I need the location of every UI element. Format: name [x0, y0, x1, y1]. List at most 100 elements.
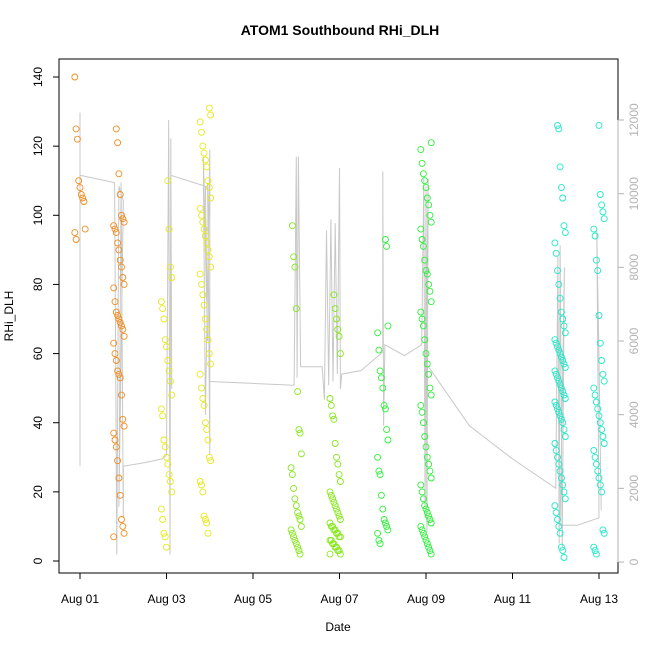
- data-point: [419, 242, 427, 250]
- data-point: [164, 460, 172, 468]
- data-point: [423, 194, 431, 202]
- data-point: [599, 526, 607, 534]
- data-point: [600, 377, 608, 385]
- data-point: [201, 419, 209, 427]
- data-point: [552, 509, 560, 517]
- data-point: [418, 236, 426, 243]
- data-point: [201, 156, 209, 164]
- data-point: [591, 232, 599, 240]
- data-point: [422, 350, 430, 358]
- data-point: [599, 433, 607, 440]
- data-point: [560, 391, 568, 399]
- data-point: [335, 332, 343, 340]
- data-point: [556, 412, 564, 420]
- data-point: [417, 401, 425, 409]
- data-point: [423, 360, 431, 368]
- data-point: [203, 325, 211, 333]
- data-point: [157, 298, 165, 306]
- data-point: [112, 125, 120, 133]
- data-point: [551, 398, 559, 406]
- data-point: [292, 502, 300, 510]
- data-point: [334, 325, 342, 333]
- data-point: [425, 512, 433, 520]
- data-point: [557, 353, 565, 361]
- data-point: [294, 509, 302, 517]
- data-point: [561, 229, 569, 237]
- data-point: [552, 401, 560, 409]
- data-point: [111, 350, 119, 358]
- data-point: [295, 547, 303, 555]
- data-point: [418, 408, 426, 416]
- data-point: [160, 529, 168, 537]
- data-point: [81, 225, 89, 233]
- y-tick-label: 140: [31, 67, 45, 87]
- data-point: [157, 405, 165, 413]
- data-point: [116, 374, 124, 382]
- data-point: [426, 287, 434, 295]
- data-point: [288, 471, 296, 479]
- data-point: [556, 529, 564, 537]
- data-point: [427, 550, 435, 558]
- data-point: [199, 395, 207, 402]
- data-point: [120, 218, 128, 226]
- data-point: [422, 536, 430, 544]
- data-point: [595, 121, 603, 129]
- data-point: [120, 332, 128, 340]
- data-point: [551, 440, 559, 447]
- data-point: [331, 502, 339, 510]
- data-point: [423, 270, 431, 278]
- data-point: [110, 222, 118, 230]
- data-point: [595, 312, 603, 319]
- data-point: [561, 363, 569, 371]
- data-point: [379, 384, 387, 392]
- x-axis: Aug 01 Aug 03 Aug 05 Aug 07 Aug 09 Aug 11 Aug …: [61, 572, 618, 606]
- data-point: [326, 488, 334, 496]
- data-point: [600, 215, 608, 223]
- data-point: [287, 464, 295, 472]
- x-tick-label: Aug 01: [61, 592, 99, 606]
- data-point: [594, 267, 602, 275]
- data-point: [592, 550, 600, 558]
- data-point: [116, 491, 124, 499]
- data-point: [168, 274, 176, 281]
- data-point: [165, 225, 173, 233]
- data-point: [419, 419, 427, 427]
- data-point: [599, 370, 607, 378]
- data-point: [119, 274, 127, 281]
- data-point: [198, 280, 205, 288]
- data-point: [333, 453, 340, 461]
- data-point: [554, 405, 561, 413]
- data-point: [198, 384, 205, 392]
- data-point: [556, 381, 564, 389]
- data-point: [199, 291, 207, 299]
- data-point: [600, 440, 608, 447]
- data-point: [555, 280, 563, 288]
- data-point: [375, 346, 383, 354]
- data-point: [203, 163, 211, 171]
- plot-frame: [58, 58, 619, 574]
- data-point: [297, 450, 305, 458]
- data-point: [555, 408, 563, 416]
- data-point: [417, 146, 425, 154]
- x-tick-label: Aug 13: [580, 592, 618, 606]
- data-point: [427, 218, 435, 226]
- data-point: [423, 540, 431, 548]
- data-point: [287, 526, 295, 534]
- data-point: [590, 225, 598, 233]
- data-point: [115, 315, 123, 323]
- x-tick-label: Aug 07: [320, 592, 358, 606]
- data-point: [163, 453, 170, 461]
- data-point: [561, 395, 569, 402]
- data-point: [418, 159, 426, 167]
- data-point: [160, 436, 168, 444]
- data-point: [118, 391, 125, 399]
- data-point: [380, 401, 388, 409]
- data-point: [595, 412, 603, 420]
- data-point: [114, 312, 122, 319]
- data-point: [120, 529, 128, 537]
- data-point: [418, 488, 426, 496]
- data-point: [200, 512, 208, 520]
- data-point: [379, 505, 387, 513]
- data-point: [418, 315, 426, 323]
